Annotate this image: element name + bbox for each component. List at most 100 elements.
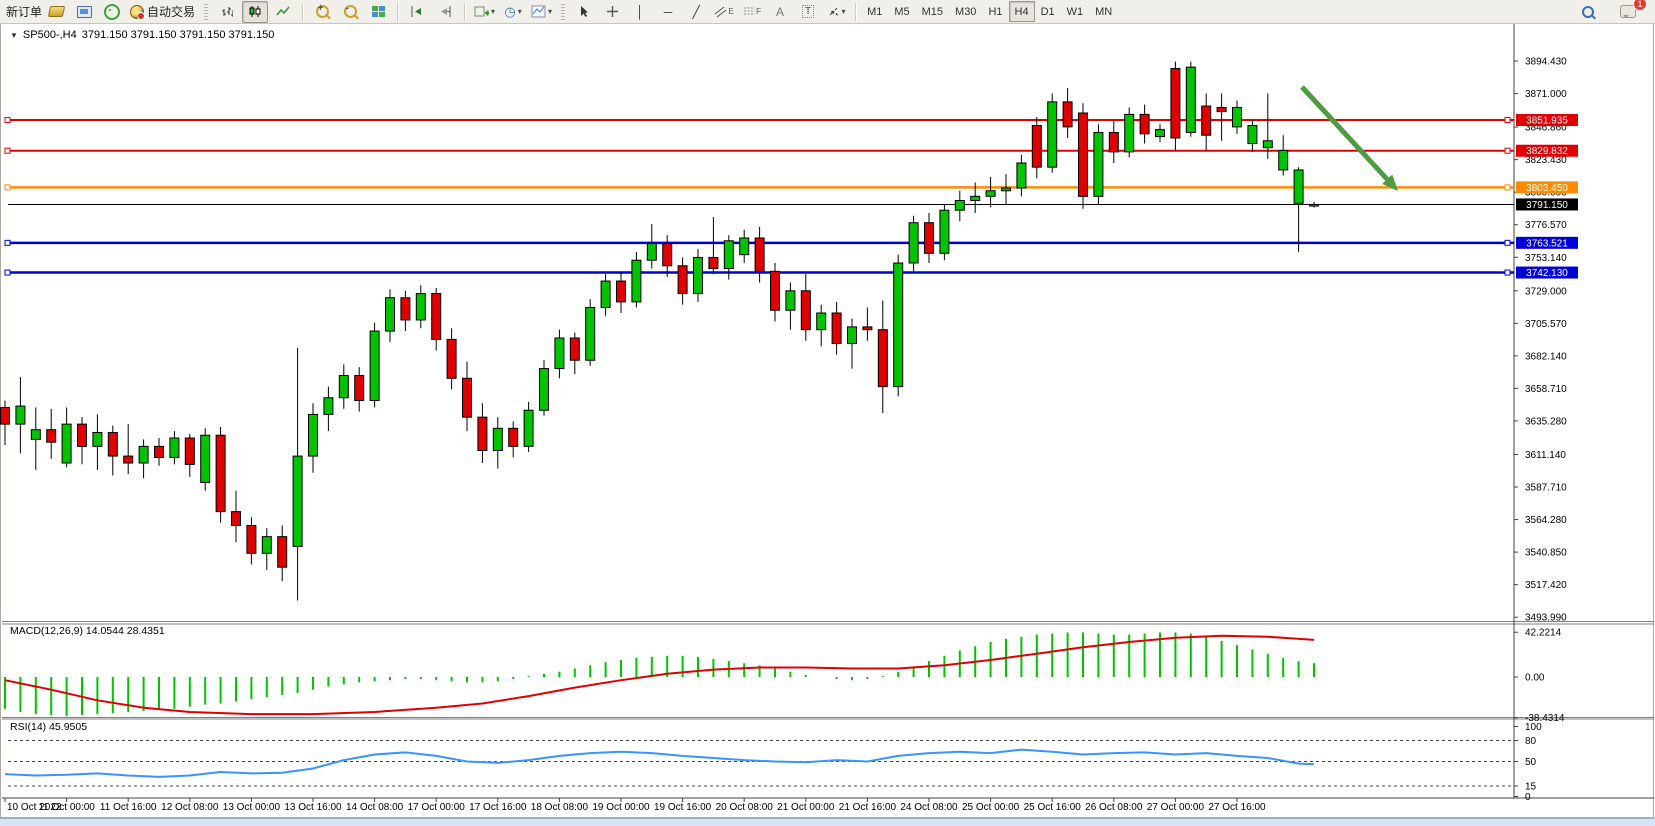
- candle-body[interactable]: [662, 243, 673, 267]
- indicators-button[interactable]: ▾: [528, 1, 555, 23]
- market-watch-button[interactable]: [71, 1, 97, 23]
- candle-body[interactable]: [924, 222, 934, 254]
- candle-body[interactable]: [862, 326, 873, 331]
- line-handle[interactable]: [1504, 239, 1511, 246]
- candle-body[interactable]: [1278, 149, 1289, 171]
- candle-body[interactable]: [431, 293, 442, 340]
- candle-body[interactable]: [1185, 66, 1196, 133]
- cursor-button[interactable]: [571, 1, 597, 23]
- candle-body[interactable]: [1309, 203, 1319, 207]
- candle-body[interactable]: [785, 290, 796, 311]
- candlestick-chart-button[interactable]: [242, 0, 269, 23]
- text-label-button[interactable]: T: [795, 1, 821, 23]
- crosshair-button[interactable]: [599, 1, 625, 23]
- candle-body[interactable]: [739, 237, 750, 256]
- candle-body[interactable]: [323, 397, 334, 415]
- text-button[interactable]: A: [767, 1, 793, 23]
- candle-body[interactable]: [1016, 162, 1027, 189]
- line-handle[interactable]: [4, 147, 11, 154]
- candle-body[interactable]: [754, 237, 765, 272]
- candle-body[interactable]: [154, 445, 164, 458]
- candle-body[interactable]: [400, 297, 411, 321]
- candle-body[interactable]: [1232, 106, 1242, 128]
- candle-body[interactable]: [77, 423, 87, 447]
- candle-body[interactable]: [847, 326, 857, 345]
- candle-body[interactable]: [338, 375, 349, 399]
- candle-body[interactable]: [539, 368, 549, 411]
- search-button[interactable]: [1575, 1, 1601, 23]
- candle-body[interactable]: [415, 293, 426, 321]
- line-handle[interactable]: [4, 184, 11, 191]
- timeframe-button-m1[interactable]: M1: [867, 5, 883, 18]
- timeframe-button-w1[interactable]: W1: [1066, 5, 1084, 18]
- candle-body[interactable]: [1139, 113, 1150, 135]
- candle-body[interactable]: [92, 431, 103, 447]
- candle-body[interactable]: [0, 406, 10, 425]
- candle-body[interactable]: [1062, 101, 1073, 128]
- candle-body[interactable]: [770, 270, 780, 311]
- tile-windows-button[interactable]: [365, 1, 391, 23]
- candle-body[interactable]: [677, 265, 688, 295]
- candle-body[interactable]: [261, 536, 272, 554]
- candle-body[interactable]: [107, 431, 118, 457]
- candle-body[interactable]: [646, 243, 657, 261]
- candle-body[interactable]: [708, 256, 719, 270]
- candle-body[interactable]: [277, 536, 288, 568]
- vertical-line-button[interactable]: │: [627, 1, 653, 23]
- line-handle[interactable]: [4, 239, 11, 246]
- candle-body[interactable]: [30, 429, 41, 440]
- signals-button[interactable]: [99, 1, 125, 23]
- candle-body[interactable]: [46, 429, 57, 443]
- candle-body[interactable]: [1108, 131, 1119, 153]
- zoom-in-button[interactable]: +: [309, 1, 335, 23]
- candle-body[interactable]: [1293, 169, 1304, 204]
- candle-body[interactable]: [1155, 129, 1165, 138]
- candle-body[interactable]: [1001, 187, 1011, 192]
- trend-arrow-head[interactable]: [1382, 174, 1398, 191]
- order-book-button[interactable]: [43, 1, 69, 23]
- candle-body[interactable]: [477, 416, 488, 452]
- candle-body[interactable]: [723, 240, 734, 270]
- equidistant-channel-button[interactable]: E: [711, 1, 737, 23]
- candle-body[interactable]: [816, 312, 827, 331]
- candle-body[interactable]: [600, 280, 611, 308]
- auto-trading-button[interactable]: 自动交易: [127, 1, 198, 23]
- candle-body[interactable]: [1093, 131, 1104, 197]
- candle-body[interactable]: [123, 455, 134, 464]
- candle-body[interactable]: [1247, 124, 1258, 145]
- candle-body[interactable]: [184, 437, 195, 465]
- timeframe-button-h4[interactable]: H4: [1008, 1, 1035, 22]
- timeframe-button-mn[interactable]: MN: [1095, 5, 1113, 18]
- line-handle[interactable]: [4, 117, 11, 124]
- line-chart-button[interactable]: [270, 1, 296, 23]
- trend-arrow-annotation[interactable]: [1300, 85, 1394, 186]
- candle-body[interactable]: [585, 306, 596, 361]
- candle-body[interactable]: [1078, 112, 1088, 197]
- candle-body[interactable]: [200, 434, 211, 483]
- zoom-out-button[interactable]: -: [337, 1, 363, 23]
- candle-body[interactable]: [939, 209, 950, 254]
- candle-body[interactable]: [61, 423, 72, 464]
- line-handle[interactable]: [1504, 184, 1511, 191]
- candle-body[interactable]: [369, 330, 380, 402]
- candle-body[interactable]: [1031, 124, 1042, 168]
- candle-body[interactable]: [138, 445, 149, 464]
- candle-body[interactable]: [569, 337, 580, 361]
- line-handle[interactable]: [1504, 147, 1511, 154]
- period-button[interactable]: ◷ ▾: [500, 1, 526, 23]
- new-order-button[interactable]: 新订单: [6, 5, 43, 19]
- candle-body[interactable]: [523, 409, 534, 447]
- candle-body[interactable]: [693, 256, 703, 295]
- candle-body[interactable]: [554, 337, 565, 370]
- candle-body[interactable]: [246, 525, 257, 554]
- horizontal-line-button[interactable]: ─: [655, 1, 681, 23]
- candle-body[interactable]: [1170, 68, 1181, 139]
- candle-body[interactable]: [1047, 101, 1058, 168]
- candle-body[interactable]: [385, 297, 395, 332]
- timeframe-button-m15[interactable]: M15: [921, 5, 944, 18]
- candle-body[interactable]: [1262, 140, 1273, 149]
- timeframe-button-d1[interactable]: D1: [1040, 5, 1055, 18]
- candle-body[interactable]: [1216, 106, 1227, 113]
- auto-scroll-button[interactable]: [404, 1, 430, 23]
